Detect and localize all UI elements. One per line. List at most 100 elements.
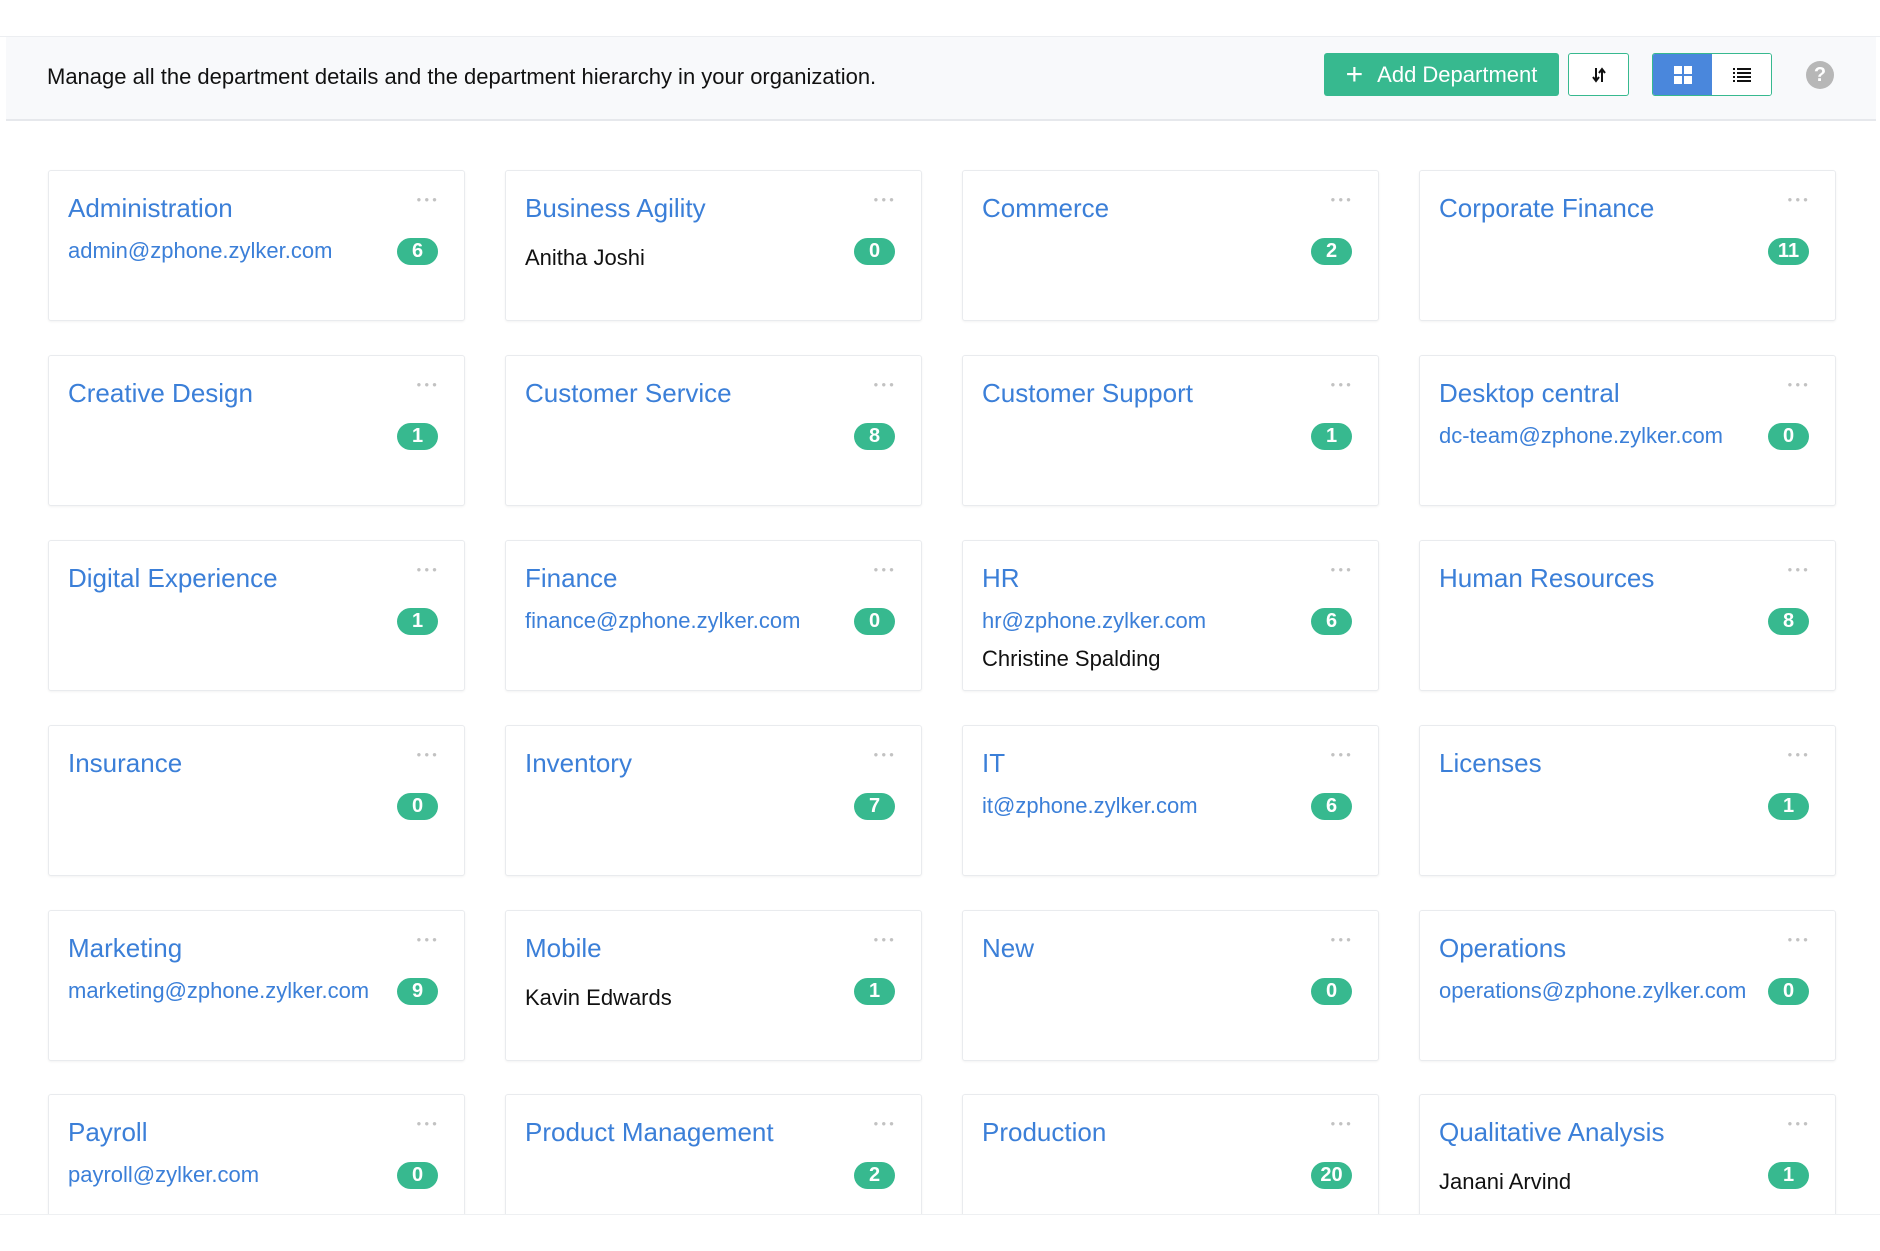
more-options-icon[interactable]: ●●●: [1787, 380, 1811, 389]
more-options-icon[interactable]: ●●●: [873, 750, 897, 759]
department-card[interactable]: Insurance ●●● 0: [48, 725, 465, 876]
add-department-button[interactable]: + Add Department: [1324, 53, 1559, 96]
page-description: Manage all the department details and th…: [47, 64, 877, 89]
department-head: Christine Spalding: [982, 646, 1161, 671]
department-card[interactable]: Desktop central ●●● 0 dc-team@zphone.zylker…: [1419, 355, 1836, 506]
department-card[interactable]: Operations ●●● 0 operations@zphone.zylker.c…: [1419, 910, 1836, 1061]
member-count-badge: 6: [397, 238, 438, 265]
department-name[interactable]: Human Resources: [1439, 563, 1655, 593]
member-count-badge: 11: [1768, 238, 1809, 265]
more-options-icon[interactable]: ●●●: [1330, 750, 1354, 759]
department-name[interactable]: Mobile: [525, 933, 602, 963]
member-count-badge: 0: [1768, 978, 1809, 1005]
more-options-icon[interactable]: ●●●: [1330, 380, 1354, 389]
member-count-badge: 7: [854, 793, 895, 820]
member-count-badge: 2: [854, 1162, 895, 1189]
department-email[interactable]: operations@zphone.zylker.com: [1439, 978, 1747, 1003]
sort-button[interactable]: [1568, 53, 1629, 96]
more-options-icon[interactable]: ●●●: [1330, 1119, 1354, 1128]
department-name[interactable]: Finance: [525, 563, 618, 593]
department-name[interactable]: Corporate Finance: [1439, 193, 1655, 223]
department-email[interactable]: payroll@zylker.com: [68, 1162, 260, 1187]
more-options-icon[interactable]: ●●●: [1787, 565, 1811, 574]
more-options-icon[interactable]: ●●●: [873, 1119, 897, 1128]
department-name[interactable]: Digital Experience: [68, 563, 278, 593]
department-name[interactable]: Product Management: [525, 1117, 774, 1147]
more-options-icon[interactable]: ●●●: [1330, 565, 1354, 574]
department-card[interactable]: IT ●●● 6 it@zphone.zylker.com: [962, 725, 1379, 876]
department-name[interactable]: Business Agility: [525, 193, 706, 223]
member-count-badge: 20: [1311, 1162, 1352, 1189]
department-card[interactable]: Licenses ●●● 1: [1419, 725, 1836, 876]
department-name[interactable]: IT: [982, 748, 1006, 778]
more-options-icon[interactable]: ●●●: [416, 1119, 440, 1128]
department-email[interactable]: admin@zphone.zylker.com: [68, 238, 333, 263]
plus-icon: +: [1345, 57, 1364, 91]
department-email[interactable]: marketing@zphone.zylker.com: [68, 978, 370, 1003]
department-head: Kavin Edwards: [525, 985, 672, 1010]
department-name[interactable]: Payroll: [68, 1117, 148, 1147]
department-card[interactable]: Corporate Finance ●●● 11: [1419, 170, 1836, 321]
department-card[interactable]: Inventory ●●● 7: [505, 725, 922, 876]
department-email[interactable]: hr@zphone.zylker.com: [982, 608, 1207, 633]
department-name[interactable]: Operations: [1439, 933, 1567, 963]
department-card[interactable]: Customer Support ●●● 1: [962, 355, 1379, 506]
department-name[interactable]: Administration: [68, 193, 233, 223]
department-card[interactable]: Business Agility ●●● 0 Anitha Joshi: [505, 170, 922, 321]
department-name[interactable]: Creative Design: [68, 378, 253, 408]
question-icon[interactable]: ?: [1806, 61, 1834, 89]
more-options-icon[interactable]: ●●●: [1787, 750, 1811, 759]
member-count-badge: 0: [854, 238, 895, 265]
department-name[interactable]: Customer Service: [525, 378, 732, 408]
more-options-icon[interactable]: ●●●: [1330, 935, 1354, 944]
member-count-badge: 8: [1768, 608, 1809, 635]
department-card[interactable]: Creative Design ●●● 1: [48, 355, 465, 506]
department-name[interactable]: Desktop central: [1439, 378, 1620, 408]
department-email[interactable]: dc-team@zphone.zylker.com: [1439, 423, 1724, 448]
department-card[interactable]: New ●●● 0: [962, 910, 1379, 1061]
department-card[interactable]: Administration ●●● 6 admin@zphone.zylker.co…: [48, 170, 465, 321]
member-count-badge: 0: [1311, 978, 1352, 1005]
grid-view-button[interactable]: [1653, 54, 1712, 95]
department-card[interactable]: Commerce ●●● 2: [962, 170, 1379, 321]
list-icon: [1732, 67, 1751, 82]
department-email[interactable]: finance@zphone.zylker.com: [525, 608, 801, 633]
department-card[interactable]: HR ●●● 6 hr@zphone.zylker.com Christine Spal…: [962, 540, 1379, 691]
department-card[interactable]: Marketing ●●● 9 marketing@zphone.zylker.com: [48, 910, 465, 1061]
more-options-icon[interactable]: ●●●: [1787, 1119, 1811, 1128]
more-options-icon[interactable]: ●●●: [416, 565, 440, 574]
more-options-icon[interactable]: ●●●: [416, 750, 440, 759]
member-count-badge: 0: [854, 608, 895, 635]
department-head: Janani Arvind: [1439, 1169, 1572, 1194]
department-card[interactable]: Mobile ●●● 1 Kavin Edwards: [505, 910, 922, 1061]
list-view-button[interactable]: [1712, 54, 1771, 95]
department-name[interactable]: Inventory: [525, 748, 632, 778]
more-options-icon[interactable]: ●●●: [1787, 935, 1811, 944]
more-options-icon[interactable]: ●●●: [873, 380, 897, 389]
department-name[interactable]: Marketing: [68, 933, 183, 963]
department-name[interactable]: New: [982, 933, 1035, 963]
department-card[interactable]: Human Resources ●●● 8: [1419, 540, 1836, 691]
department-card[interactable]: Customer Service ●●● 8: [505, 355, 922, 506]
department-email[interactable]: it@zphone.zylker.com: [982, 793, 1198, 818]
member-count-badge: 6: [1311, 793, 1352, 820]
department-name[interactable]: Customer Support: [982, 378, 1193, 408]
department-name[interactable]: Production: [982, 1117, 1107, 1147]
department-card[interactable]: Finance ●●● 0 finance@zphone.zylker.com: [505, 540, 922, 691]
member-count-badge: 1: [397, 423, 438, 450]
department-name[interactable]: Qualitative Analysis: [1439, 1117, 1665, 1147]
more-options-icon[interactable]: ●●●: [873, 565, 897, 574]
more-options-icon[interactable]: ●●●: [416, 195, 440, 204]
department-name[interactable]: HR: [982, 563, 1020, 593]
more-options-icon[interactable]: ●●●: [873, 935, 897, 944]
department-card[interactable]: Digital Experience ●●● 1: [48, 540, 465, 691]
more-options-icon[interactable]: ●●●: [873, 195, 897, 204]
more-options-icon[interactable]: ●●●: [416, 380, 440, 389]
more-options-icon[interactable]: ●●●: [1330, 195, 1354, 204]
more-options-icon[interactable]: ●●●: [416, 935, 440, 944]
department-name[interactable]: Insurance: [68, 748, 183, 778]
department-name[interactable]: Commerce: [982, 193, 1110, 223]
more-options-icon[interactable]: ●●●: [1787, 195, 1811, 204]
department-name[interactable]: Licenses: [1439, 748, 1542, 778]
member-count-badge: 1: [397, 608, 438, 635]
